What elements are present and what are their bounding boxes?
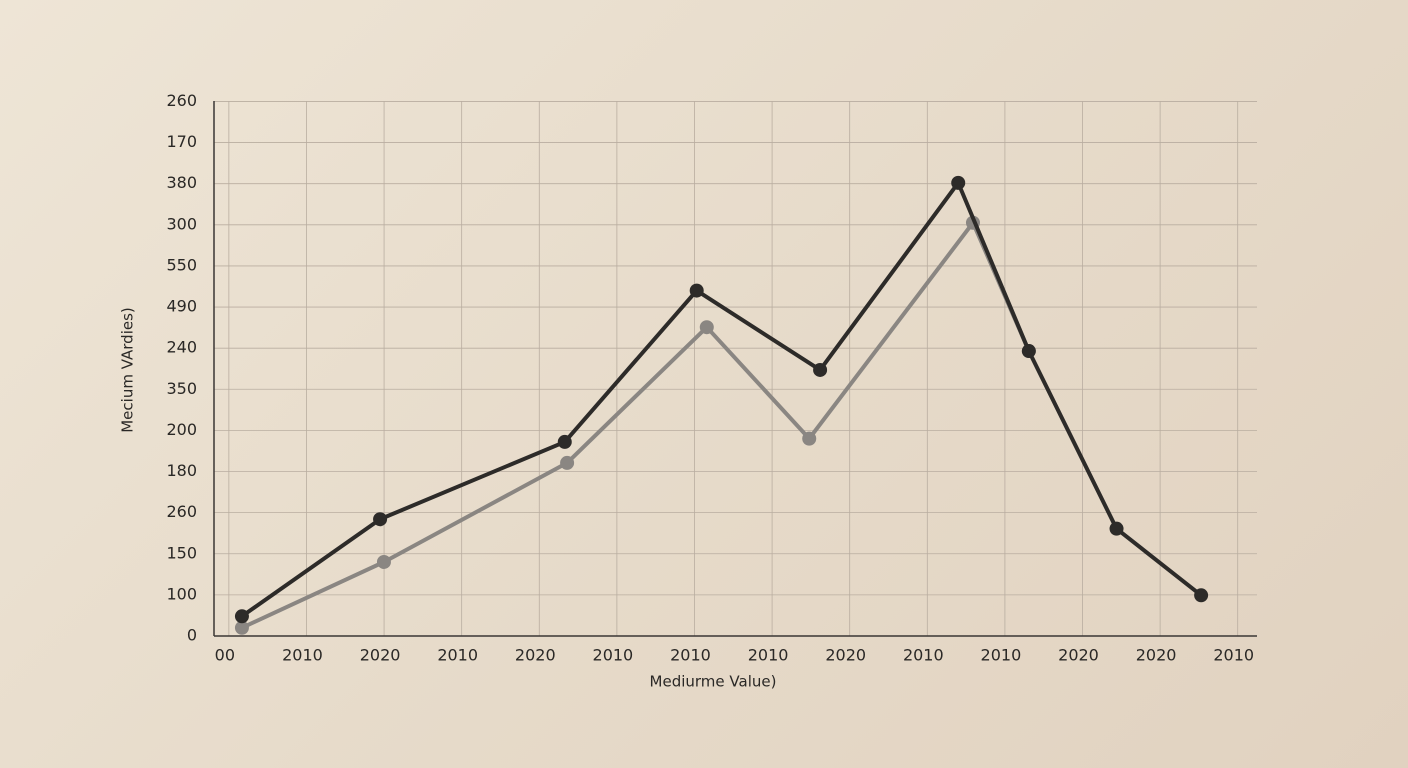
x-tick-label: 00	[215, 646, 235, 665]
data-point	[234, 609, 249, 624]
data-point	[234, 620, 249, 635]
data-point	[376, 554, 391, 569]
data-point	[373, 512, 388, 527]
y-tick-label: 240	[166, 338, 197, 357]
x-tick-label: 2010	[748, 646, 789, 665]
data-point	[1109, 521, 1124, 536]
y-tick-label: 100	[166, 584, 197, 603]
y-tick-label: 260	[166, 91, 197, 110]
y-tick-label: 170	[166, 132, 197, 151]
y-tick-label: 490	[166, 297, 197, 316]
y-tick-label: 0	[187, 626, 197, 645]
x-tick-label: 2010	[903, 646, 944, 665]
x-tick-label: 2010	[282, 646, 323, 665]
data-point	[1194, 588, 1209, 603]
x-tick-label: 2010	[593, 646, 634, 665]
data-point	[557, 434, 572, 449]
y-tick-label: 150	[166, 543, 197, 562]
data-point	[802, 431, 817, 446]
data-point	[699, 320, 714, 335]
data-point	[951, 175, 966, 190]
x-tick-label: 2020	[1058, 646, 1099, 665]
y-tick-label: 550	[166, 255, 197, 274]
x-tick-label: 2010	[437, 646, 478, 665]
y-tick-label: 350	[166, 379, 197, 398]
x-axis-label: Mediurme Value)	[650, 673, 777, 691]
x-tick-label: 2010	[1213, 646, 1254, 665]
y-tick-label: 300	[166, 214, 197, 233]
y-axis-label: Mecium VArdies)	[119, 307, 137, 433]
y-tick-label: 380	[166, 173, 197, 192]
data-point	[813, 362, 828, 377]
series-line	[240, 180, 1203, 618]
series-line	[241, 220, 1031, 630]
x-tick-label: 2010	[981, 646, 1022, 665]
y-tick-label: 180	[166, 461, 197, 480]
x-tick-label: 2020	[360, 646, 401, 665]
y-tick-label: 260	[166, 502, 197, 521]
x-tick-label: 2020	[515, 646, 556, 665]
x-tick-label: 2020	[1136, 646, 1177, 665]
data-point	[1021, 344, 1036, 359]
data-point	[689, 283, 704, 298]
y-tick-label: 200	[166, 420, 197, 439]
data-point	[560, 455, 575, 470]
x-tick-label: 2010	[670, 646, 711, 665]
x-tick-label: 2020	[825, 646, 866, 665]
